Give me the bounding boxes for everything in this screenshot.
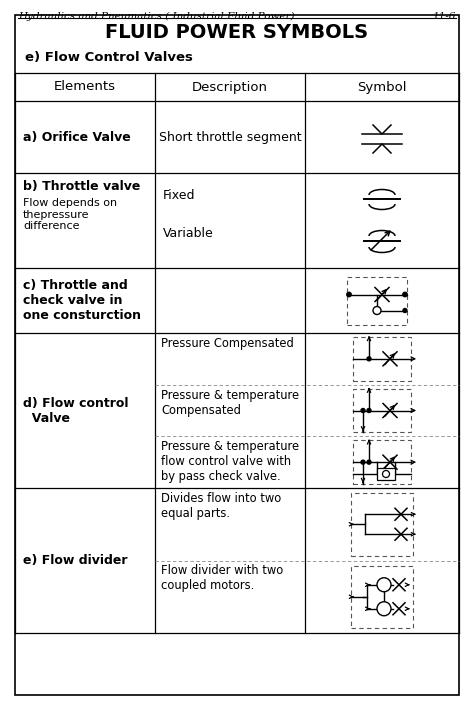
Text: Pressure & temperature
flow control valve with
by pass check valve.: Pressure & temperature flow control valv… — [161, 440, 299, 484]
Text: Flow divider with two
coupled motors.: Flow divider with two coupled motors. — [161, 565, 283, 593]
Text: Flow depends on
thepressure
difference: Flow depends on thepressure difference — [23, 198, 117, 231]
Text: Elements: Elements — [54, 80, 116, 93]
Circle shape — [377, 602, 391, 616]
Circle shape — [367, 357, 371, 361]
Bar — [351, 493, 413, 555]
Circle shape — [403, 292, 407, 296]
Circle shape — [361, 408, 365, 413]
Text: Symbol: Symbol — [357, 80, 407, 93]
Text: e) Flow divider: e) Flow divider — [23, 554, 128, 567]
Text: Description: Description — [192, 80, 268, 93]
Text: b) Throttle valve: b) Throttle valve — [23, 180, 140, 193]
Text: FLUID POWER SYMBOLS: FLUID POWER SYMBOLS — [105, 23, 369, 42]
Circle shape — [361, 460, 365, 464]
Circle shape — [403, 309, 407, 312]
Circle shape — [377, 578, 391, 591]
Text: d) Flow control
  Valve: d) Flow control Valve — [23, 396, 128, 424]
Bar — [353, 337, 411, 381]
Circle shape — [383, 471, 390, 477]
Text: Variable: Variable — [163, 227, 214, 240]
Text: Fixed: Fixed — [163, 189, 195, 202]
Text: e) Flow Control Valves: e) Flow Control Valves — [25, 51, 193, 64]
Bar — [353, 389, 411, 432]
Bar — [351, 565, 413, 628]
Circle shape — [347, 292, 351, 296]
Circle shape — [367, 408, 371, 413]
Bar — [353, 440, 411, 484]
Text: Short throttle segment: Short throttle segment — [159, 130, 301, 143]
Text: c) Throttle and
check valve in
one consturction: c) Throttle and check valve in one const… — [23, 279, 141, 322]
Text: a) Orifice Valve: a) Orifice Valve — [23, 130, 131, 143]
Circle shape — [367, 460, 371, 464]
Text: Pressure Compensated: Pressure Compensated — [161, 337, 294, 350]
Text: Pressure & temperature
Compensated: Pressure & temperature Compensated — [161, 389, 299, 416]
Text: Divides flow into two
equal parts.: Divides flow into two equal parts. — [161, 492, 281, 520]
Bar — [347, 276, 407, 325]
Circle shape — [373, 307, 381, 315]
Text: 11-6: 11-6 — [433, 12, 456, 21]
Bar — [377, 468, 395, 480]
Text: Hydraulics and Pneumatics ( Industrial Fluid Power): Hydraulics and Pneumatics ( Industrial F… — [18, 12, 294, 21]
